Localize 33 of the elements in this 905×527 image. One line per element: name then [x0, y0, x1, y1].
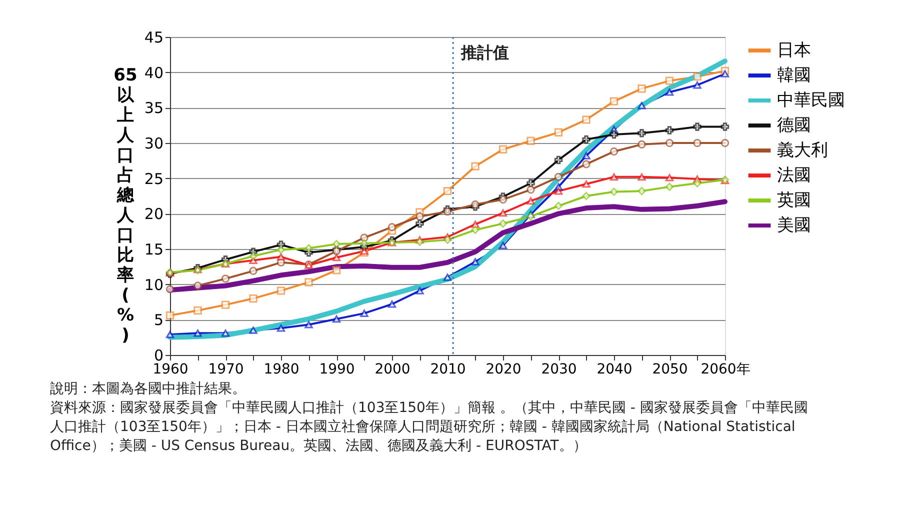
- x-tick-label: 1970: [208, 362, 244, 378]
- y-tick-label: 0: [154, 346, 164, 364]
- source-note: 資料來源：國家發展委員會「中華民國人口推計（103至150年）」簡報 。（其中，中華民國 - 國家發展委員會「中華民國人口推計（103至150年）」；日本 - 日本國立社會保障人口問題研究所；韓國 - 韓國國家統計局（National Statistical Office）；美國 - US Census Bureau。英國、法國、德國及義大利 - EUROSTAT。）: [50, 400, 808, 454]
- ref-line-label: 推計值: [460, 43, 510, 62]
- legend-label: 法國: [777, 166, 811, 186]
- y-tick-label: 30: [144, 134, 164, 152]
- legend-label: 美國: [777, 216, 811, 236]
- y-tick-label: 25: [144, 170, 164, 188]
- legend-label: 中華民國: [777, 90, 845, 110]
- legend-label: 日本: [777, 40, 811, 60]
- x-tick-label: 2000: [374, 362, 410, 378]
- x-tick-label: 2060年: [700, 362, 750, 378]
- x-tick-label: 2020: [486, 362, 522, 378]
- text: 說明：本圖為各國中推計結果。: [50, 381, 246, 397]
- x-tick-label: 2040: [596, 362, 632, 378]
- y-tick-label: 10: [144, 276, 164, 294]
- x-tick-label: 1980: [264, 362, 300, 378]
- x-tick-label: 1990: [319, 362, 355, 378]
- y-tick-label: 20: [144, 205, 164, 224]
- x-tick-label: 2050: [652, 362, 688, 378]
- x-tick-label: 2010: [430, 362, 466, 378]
- legend-label: 韓國: [777, 66, 811, 86]
- y-tick-label: 45: [144, 28, 164, 46]
- y-tick-label: 35: [144, 99, 164, 118]
- x-tick-label: 2030: [541, 362, 577, 378]
- y-tick-label: 5: [154, 311, 164, 330]
- y-tick-label: 15: [144, 240, 164, 258]
- text: 65以上人口占總人口比率(%): [114, 66, 138, 346]
- x-tick-label: 1960: [152, 362, 188, 378]
- legend-label: 德國: [777, 116, 811, 136]
- y-tick-label: 40: [144, 64, 164, 82]
- legend-label: 英國: [777, 190, 811, 210]
- legend-label: 義大利: [777, 140, 828, 160]
